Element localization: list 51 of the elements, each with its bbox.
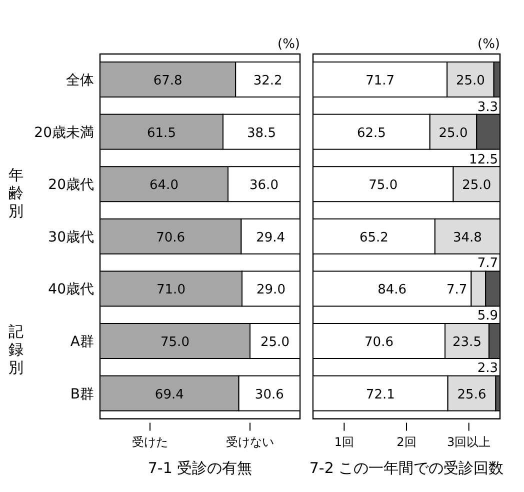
data-label: 2.3 xyxy=(477,360,498,376)
data-label: 70.6 xyxy=(156,230,186,246)
data-label: 25.0 xyxy=(462,178,492,194)
data-label: 25.0 xyxy=(456,74,485,88)
data-label: 36.0 xyxy=(250,178,278,194)
data-label: 71.0 xyxy=(156,282,186,298)
data-label: 72.1 xyxy=(366,387,395,402)
data-label: 7.7 xyxy=(477,256,498,272)
data-label: 12.5 xyxy=(469,152,498,168)
data-label: 29.4 xyxy=(256,230,286,246)
y-tick-label: 30歳代 xyxy=(48,229,94,246)
data-label: 29.0 xyxy=(256,282,286,298)
data-label: 38.5 xyxy=(247,126,276,141)
data-label: 75.0 xyxy=(368,178,398,194)
data-label: 69.4 xyxy=(154,387,184,402)
legend-label: 3回以上 xyxy=(447,434,491,449)
data-label: 71.7 xyxy=(366,74,395,88)
data-label: 64.0 xyxy=(150,178,178,194)
data-label: 67.8 xyxy=(153,74,182,88)
y-tick-label: 20歳未満 xyxy=(34,124,94,141)
data-label: 62.5 xyxy=(356,126,386,141)
data-label: 75.0 xyxy=(160,335,190,350)
data-label: 3.3 xyxy=(477,100,498,115)
legend-label: 受けない xyxy=(226,434,274,449)
legend-label: 2回 xyxy=(396,434,416,449)
y-tick-label: 20歳代 xyxy=(48,177,94,194)
data-label: 84.6 xyxy=(378,282,407,298)
legend-label: 受けた xyxy=(132,434,168,449)
data-label: 61.5 xyxy=(147,126,176,141)
data-label: 32.2 xyxy=(253,74,282,88)
data-label: 23.5 xyxy=(452,335,482,350)
y-tick-label: 全体 xyxy=(66,72,94,88)
data-label: 34.8 xyxy=(452,230,482,246)
y-tick-label: 40歳代 xyxy=(48,282,94,298)
legend-label: 1回 xyxy=(334,434,354,449)
text: (%) xyxy=(278,37,300,52)
data-label: 65.2 xyxy=(359,230,388,246)
text: 年齢別 xyxy=(8,166,24,220)
data-label: 25.6 xyxy=(457,387,486,402)
data-label: 70.6 xyxy=(364,335,394,350)
y-tick-label: A群 xyxy=(70,334,94,350)
text: 記録別 xyxy=(8,322,24,377)
data-label: 30.6 xyxy=(254,387,284,402)
text: 7-2 この一年間での受診回数 xyxy=(309,458,504,477)
data-label: 25.0 xyxy=(260,335,290,350)
data-label: 5.9 xyxy=(477,308,498,324)
data-label: 25.0 xyxy=(438,126,468,141)
text: (%) xyxy=(478,37,500,52)
text: 7-1 受診の有無 xyxy=(148,458,252,477)
y-tick-label: B群 xyxy=(70,386,94,402)
data-label: 7.7 xyxy=(446,282,468,298)
